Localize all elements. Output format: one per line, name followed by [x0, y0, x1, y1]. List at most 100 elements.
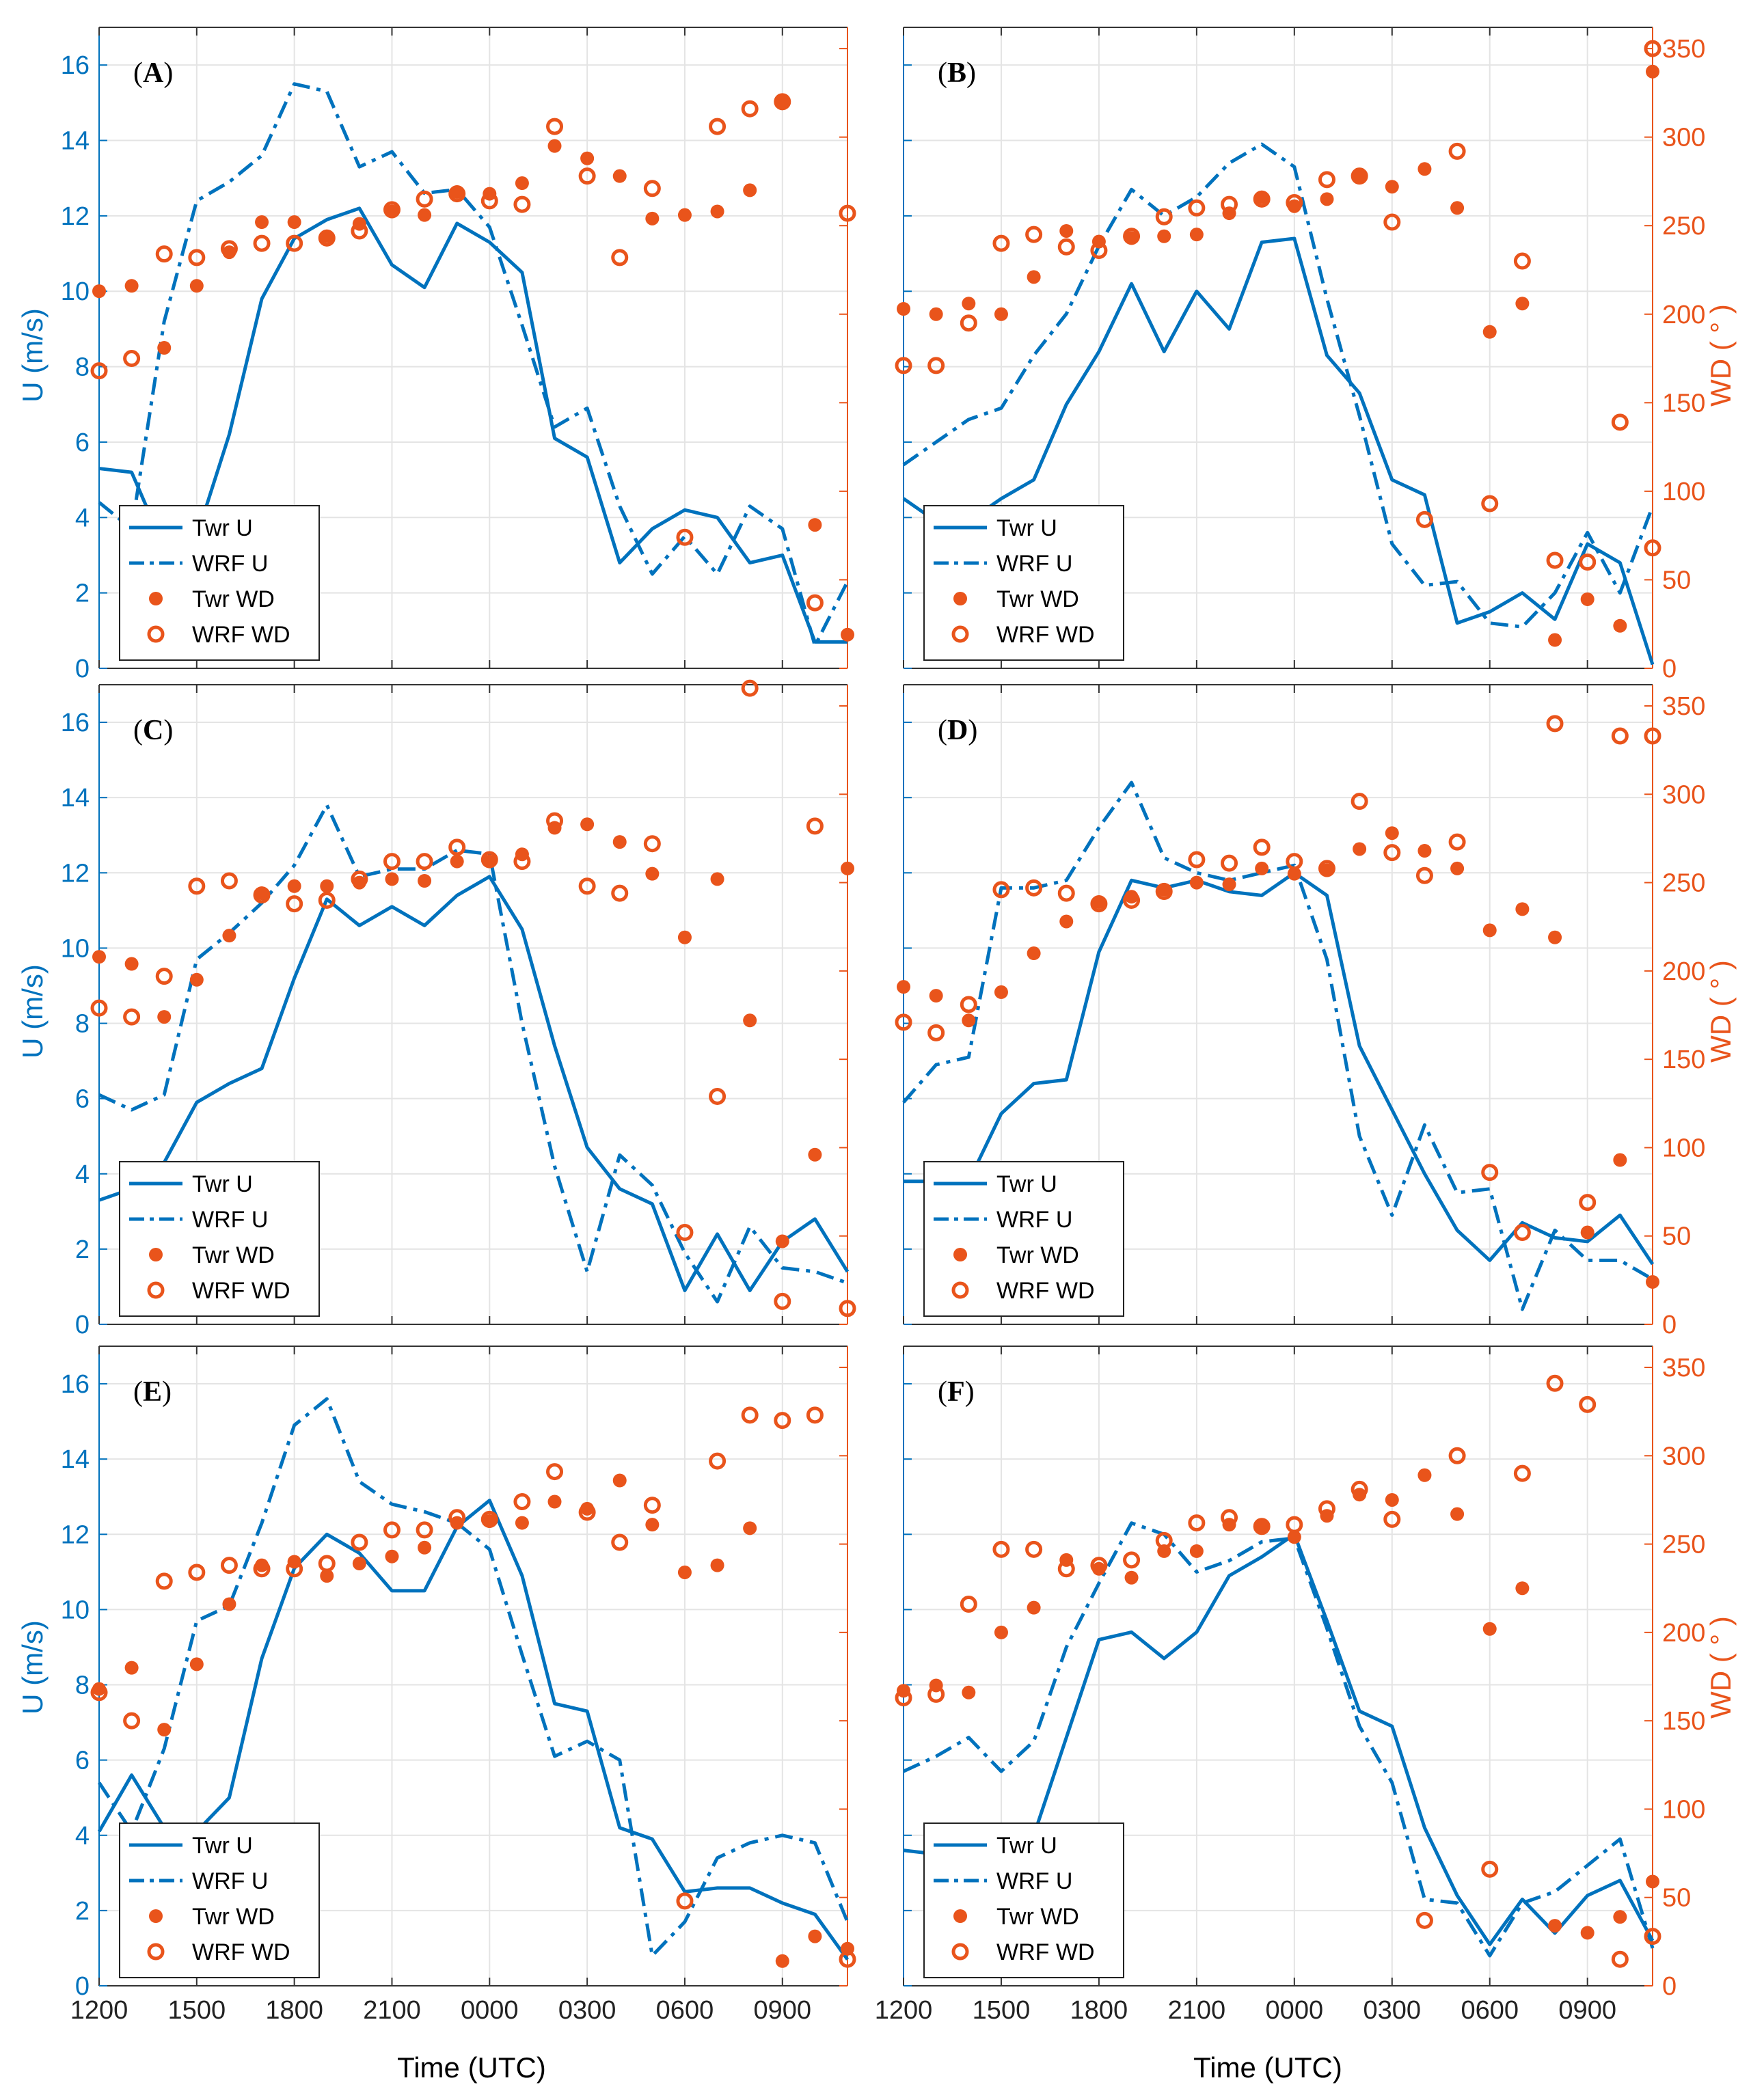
twr-wd-point	[645, 211, 660, 226]
wrf-wd-point	[839, 1300, 856, 1317]
wrf-wd-point	[806, 594, 824, 612]
twr-wd-point	[645, 866, 660, 881]
y-left-tick-label: 14	[61, 127, 90, 156]
twr-wd-point	[1059, 223, 1074, 238]
twr-wd-point	[775, 94, 789, 109]
twr-wd-point	[515, 176, 529, 191]
twr-wd-point	[1255, 861, 1269, 875]
twr-wd-point	[1646, 1874, 1659, 1889]
y-left-tick-label: 16	[61, 709, 90, 737]
wrf-wd-point	[578, 877, 596, 895]
twr-wd-point	[612, 1473, 627, 1488]
wrf-wd-point	[927, 357, 945, 374]
y-right-tick-label: 350	[1662, 692, 1705, 721]
y-right-tick-label: 350	[1662, 1354, 1705, 1382]
legend-f: Twr U WRF U Twr WD WRF WD	[923, 1822, 1124, 1978]
data-layer-d	[895, 715, 1661, 1311]
y-right-tick-label: 100	[1662, 478, 1705, 506]
wrf-wd-point	[1415, 1911, 1433, 1929]
y-right-tick-label: 100	[1662, 1134, 1705, 1162]
twr-wd-point	[1189, 875, 1204, 890]
wrf-wd-point	[155, 968, 173, 985]
twr-wd-point	[1450, 861, 1465, 875]
twr-wd-point	[1027, 1600, 1041, 1615]
wrf-wd-point	[741, 100, 759, 118]
twr-wd-point	[710, 204, 724, 219]
twr-wd-point	[1515, 1581, 1530, 1596]
panel-label-a: (A)	[133, 57, 173, 89]
series-twr-u-line	[98, 206, 847, 644]
x-tick-label: 2100	[1168, 1996, 1226, 2025]
x-tick-label: 1800	[265, 1996, 323, 2025]
wrf-wd-point	[1221, 854, 1238, 872]
wrf-wd-point	[1448, 1447, 1466, 1464]
twr-wd-point	[743, 1013, 757, 1028]
twr-wd-point	[222, 929, 236, 943]
legend-label: WRF WD	[996, 1939, 1095, 1965]
x-tick-label: 0000	[1266, 1996, 1324, 2025]
y-left-tick-label: 4	[75, 504, 90, 532]
x-tick-label: 0300	[558, 1996, 616, 2025]
twr-wd-point	[287, 879, 301, 893]
legend-label: Twr U	[996, 1833, 1057, 1859]
wrf-wd-point	[1546, 1374, 1564, 1392]
wrf-wd-point	[960, 996, 977, 1013]
legend-label: WRF WD	[996, 1278, 1095, 1304]
wrf-wd-point	[895, 1013, 912, 1031]
twr-wd-point	[483, 187, 497, 201]
twr-wd-point	[352, 875, 366, 890]
twr-wd-point	[1417, 1468, 1432, 1482]
wrf-wd-point	[611, 1533, 629, 1551]
twr-wd-point	[1287, 1530, 1301, 1544]
wrf-wd-point	[1383, 213, 1401, 231]
wrf-wd-point	[546, 118, 564, 135]
series-twr-u-line	[97, 1499, 850, 1961]
x-tick-label: 0600	[656, 1996, 714, 2025]
twr-wd-point	[255, 886, 269, 901]
y-right-tick-label: 50	[1662, 1884, 1691, 1913]
twr-wd-point	[1287, 199, 1301, 213]
y-left-tick-label: 10	[61, 934, 90, 963]
legend-label: WRF WD	[192, 1278, 290, 1304]
twr-wd-point	[1353, 1488, 1367, 1502]
legend-box	[923, 505, 1124, 661]
wrf-wd-point	[123, 1712, 141, 1730]
series-twr-u-line	[98, 875, 850, 1292]
y-left-tick-label: 14	[61, 1445, 90, 1474]
twr-wd-point	[1189, 228, 1204, 242]
wrf-wd-point	[1025, 1540, 1043, 1558]
wrf-wd-point	[546, 1463, 564, 1481]
twr-wd-point	[1482, 1622, 1497, 1636]
twr-wd-point	[1548, 633, 1562, 647]
legend-box	[119, 505, 320, 661]
y-right-tick-label: 150	[1662, 1707, 1705, 1736]
twr-wd-point	[841, 861, 854, 875]
twr-wd-point	[841, 627, 854, 642]
panel-letter: C	[143, 715, 163, 746]
wrf-wd-point	[992, 881, 1010, 899]
wrf-wd-point	[318, 891, 336, 909]
y-left-tick-label: 0	[75, 1972, 90, 2001]
y-left-tick-label: 6	[75, 1747, 90, 1775]
legend-label: Twr U	[996, 515, 1057, 541]
twr-wd-point	[808, 1147, 822, 1162]
twr-wd-point	[450, 1516, 464, 1530]
twr-wd-point	[677, 208, 692, 222]
wrf-wd-point	[220, 872, 238, 890]
twr-wd-point	[1548, 930, 1562, 944]
y-right-tick-label: 100	[1662, 1795, 1705, 1824]
twr-wd-point	[994, 985, 1008, 999]
twr-wd-point	[547, 821, 562, 835]
panel-label-e: (E)	[133, 1376, 172, 1408]
wrf-wd-point	[1155, 208, 1173, 226]
legend-twr-wd-swatch	[149, 1909, 163, 1923]
twr-wd-point	[1124, 890, 1139, 904]
panel-label-f: (F)	[938, 1376, 975, 1408]
y-left-tick-label: 6	[75, 428, 90, 457]
twr-wd-point	[808, 1929, 822, 1943]
data-layer-b	[895, 40, 1661, 666]
panel-d: 0 50 100 150 200 250 300 350 (D) Twr U WRF U Twr WD…	[895, 684, 1705, 1339]
wrf-wd-point	[1025, 226, 1043, 243]
wrf-wd-point	[416, 190, 433, 208]
twr-wd-point	[612, 835, 627, 849]
